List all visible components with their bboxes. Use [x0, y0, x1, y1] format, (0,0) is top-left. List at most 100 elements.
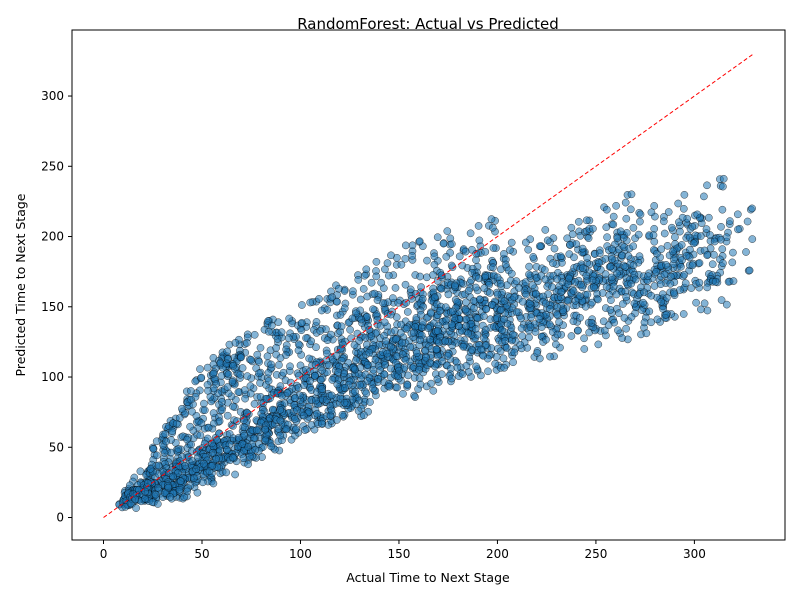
data-point	[398, 338, 407, 347]
data-point	[616, 227, 625, 236]
data-point	[402, 298, 411, 307]
data-point	[594, 295, 602, 304]
data-point	[340, 304, 349, 313]
data-point	[635, 252, 644, 261]
data-point	[277, 328, 286, 337]
data-point	[571, 296, 580, 305]
data-point	[212, 455, 221, 463]
x-tick-label: 300	[683, 547, 706, 561]
data-point	[526, 299, 534, 308]
data-point	[299, 411, 308, 420]
data-point	[734, 225, 742, 234]
data-point	[568, 230, 577, 239]
data-point	[548, 283, 556, 291]
data-point	[401, 356, 410, 364]
data-point	[369, 305, 377, 314]
data-point	[371, 355, 380, 364]
data-point	[660, 270, 669, 279]
data-point	[630, 299, 639, 308]
data-point	[250, 330, 259, 339]
data-point	[359, 285, 368, 293]
data-point	[154, 483, 162, 492]
data-point	[729, 248, 737, 257]
data-point	[175, 414, 184, 422]
data-point	[441, 337, 449, 346]
data-point	[389, 294, 397, 302]
data-point	[246, 382, 255, 390]
data-point	[423, 256, 431, 265]
data-point	[430, 293, 439, 302]
data-point	[403, 381, 412, 389]
data-point	[354, 275, 363, 284]
data-point	[700, 299, 709, 308]
data-point	[500, 363, 509, 372]
data-point	[629, 223, 638, 232]
data-point	[236, 370, 245, 379]
data-point	[607, 273, 616, 282]
data-point	[607, 296, 615, 304]
data-point	[745, 266, 754, 275]
data-point	[702, 225, 711, 233]
data-point	[272, 344, 280, 352]
data-point	[200, 399, 208, 408]
data-point	[161, 430, 170, 438]
data-point	[403, 308, 412, 316]
data-point	[370, 289, 379, 298]
data-point	[263, 352, 272, 361]
data-point	[286, 362, 294, 371]
data-point	[413, 349, 421, 358]
data-point	[154, 461, 163, 470]
data-point	[307, 421, 316, 429]
data-point	[279, 368, 288, 377]
data-point	[613, 234, 622, 242]
data-point	[401, 241, 410, 250]
data-point	[644, 272, 652, 281]
data-point	[719, 182, 727, 191]
data-point	[479, 351, 488, 360]
data-point	[153, 451, 161, 460]
data-point	[363, 360, 372, 369]
data-point	[433, 233, 442, 242]
data-point	[334, 284, 343, 293]
reference-line-layer	[103, 53, 754, 518]
data-point	[540, 266, 549, 274]
data-point	[293, 406, 301, 414]
data-point	[360, 411, 368, 420]
data-point	[433, 327, 442, 335]
data-point	[728, 258, 737, 267]
data-point	[578, 244, 587, 253]
data-point	[193, 488, 202, 497]
data-point	[255, 369, 263, 378]
data-point	[196, 365, 204, 373]
data-point	[348, 314, 357, 323]
data-point	[553, 330, 562, 339]
data-point	[183, 487, 192, 496]
data-point	[748, 235, 757, 243]
data-point	[595, 249, 604, 258]
data-point	[541, 275, 550, 284]
data-point	[383, 259, 392, 267]
data-point	[461, 305, 470, 314]
data-point	[396, 329, 405, 337]
data-point	[656, 280, 665, 289]
data-point	[391, 284, 400, 292]
data-point	[387, 310, 395, 319]
data-point	[237, 353, 245, 362]
data-point	[670, 255, 678, 264]
data-point	[408, 241, 417, 250]
data-point	[696, 232, 705, 240]
data-point	[711, 277, 720, 286]
data-point	[681, 279, 690, 288]
data-point	[418, 295, 427, 303]
data-point	[583, 290, 592, 299]
data-point	[380, 370, 389, 379]
data-point	[563, 234, 572, 243]
data-point	[446, 234, 455, 243]
data-point	[542, 335, 550, 344]
data-point	[546, 352, 554, 361]
data-point	[516, 341, 525, 349]
data-point	[584, 234, 593, 243]
data-point	[284, 334, 293, 342]
data-point	[529, 253, 538, 261]
data-point	[365, 348, 374, 357]
